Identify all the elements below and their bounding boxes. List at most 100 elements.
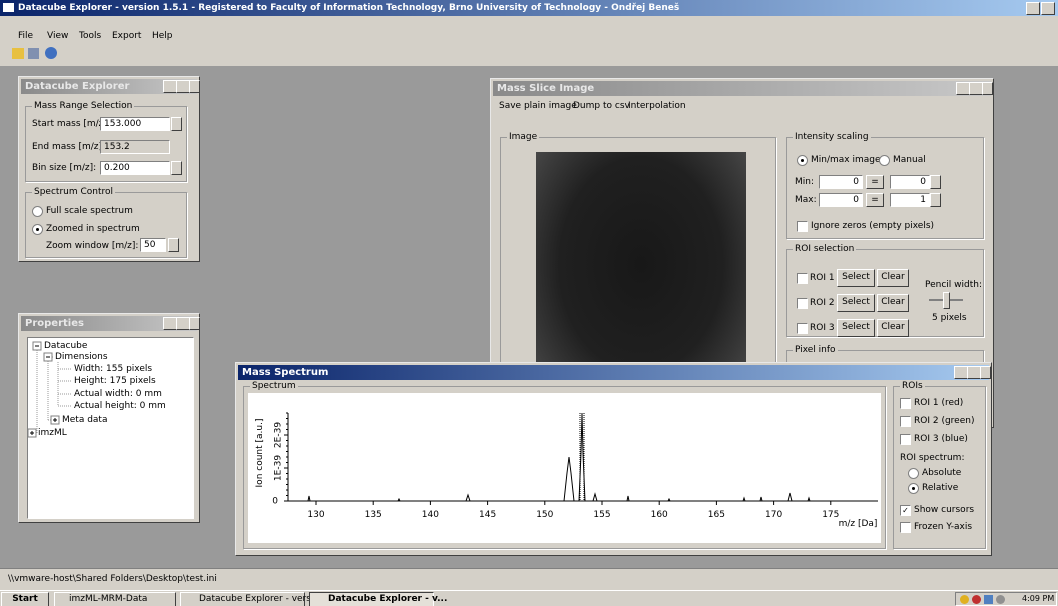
menu-item[interactable]: Save plain image [499,101,577,111]
select-button[interactable]: Select [837,319,875,337]
menu-item[interactable]: Export [112,31,142,41]
spinner[interactable] [171,161,182,175]
spinner[interactable] [930,193,941,207]
spinner[interactable] [930,175,941,189]
maximize-button[interactable] [1041,2,1055,15]
radio[interactable] [32,206,43,217]
radio[interactable] [879,155,890,166]
tree-node[interactable]: Actual width: 0 mm [74,389,162,399]
menu-item[interactable]: Dump to csv [573,101,630,111]
min-field[interactable]: 0 [819,175,863,189]
spinner[interactable] [168,238,179,252]
radio[interactable] [908,483,919,494]
clear-button[interactable]: Clear [877,294,909,312]
clock: 4:09 PM [1022,594,1055,603]
min-manual-input[interactable]: 0 [890,175,930,189]
radio-label[interactable]: Min/max image [811,155,881,165]
task-button[interactable]: imzML-MRM-Data [54,592,176,606]
minimize-button[interactable] [956,82,970,95]
checkbox[interactable] [900,398,911,409]
max-manual-input[interactable]: 1 [890,193,930,207]
radio[interactable] [797,155,808,166]
tray-icon[interactable] [960,595,969,604]
menu-item[interactable]: Tools [79,31,102,41]
checkbox-label[interactable]: Ignore zeros (empty pixels) [811,221,935,231]
tree-node[interactable]: Actual height: 0 mm [74,401,166,411]
close-button[interactable] [980,366,991,379]
maximize-button[interactable] [176,80,190,93]
radio-label[interactable]: Zoomed in spectrum [46,224,140,234]
copy-button[interactable]: = [866,175,884,189]
maximize-button[interactable] [176,317,190,330]
menu-item[interactable]: View [47,31,69,41]
minimize-button[interactable] [954,366,968,379]
menu-item[interactable]: Interpolation [628,101,686,111]
tree-node[interactable]: Height: 175 pixels [74,376,156,386]
roi-label[interactable]: ROI 2 [810,298,835,308]
menu-item[interactable]: Help [152,31,173,41]
save-icon[interactable] [28,48,39,59]
bin-size-input[interactable]: 0.200 [100,161,170,175]
tray-icon[interactable] [996,595,1005,604]
slider-thumb[interactable] [943,292,950,309]
radio-label[interactable]: Full scale spectrum [46,206,133,216]
checkbox[interactable] [900,522,911,533]
maximize-button[interactable] [967,366,981,379]
label: Max: [795,195,817,205]
checkbox-label[interactable]: Frozen Y-axis [914,522,973,532]
roi-label[interactable]: ROI 3 [810,323,835,333]
select-button[interactable]: Select [837,294,875,312]
minimize-button[interactable] [1026,2,1040,15]
close-button[interactable] [982,82,993,95]
radio[interactable] [32,224,43,235]
group-box: Spectrum Control Full scale spectrum Zoo… [25,186,187,258]
minimize-button[interactable] [163,80,177,93]
task-button-active[interactable]: Datacube Explorer - v... [309,592,447,606]
checkbox-label[interactable]: ROI 1 (red) [914,398,964,408]
group-label: ROIs [900,380,925,392]
tray-icon[interactable] [972,595,981,604]
radio-label[interactable]: Absolute [922,468,962,478]
group-label: Spectrum [250,380,298,392]
tree-node[interactable]: imzML [38,428,67,438]
checkbox[interactable] [797,323,808,334]
taskbar: Start imzML-MRM-Data Datacube Explorer -… [0,590,1058,606]
tree-node[interactable]: Dimensions [55,352,108,362]
menu-item[interactable]: File [18,31,34,41]
close-button[interactable] [189,317,200,330]
max-field[interactable]: 0 [819,193,863,207]
radio[interactable] [908,468,919,479]
radio-label[interactable]: Manual [893,155,926,165]
checkbox-label[interactable]: ROI 3 (blue) [914,434,968,444]
spinner[interactable] [171,117,182,131]
zoom-input[interactable]: 50 [140,238,166,252]
web-icon[interactable] [45,47,57,59]
close-button[interactable] [189,80,200,93]
task-button[interactable]: Datacube Explorer - vers... [180,592,320,606]
checkbox-label[interactable]: Show cursors [914,505,975,515]
tray-icon[interactable] [984,595,993,604]
tree-view: Datacube Dimensions Width: 155 pixels He… [27,337,194,519]
tree-node[interactable]: Width: 155 pixels [74,364,153,374]
minimize-button[interactable] [163,317,177,330]
checkbox[interactable] [797,298,808,309]
tree-node[interactable]: Datacube [44,341,88,351]
checkbox-label[interactable]: ROI 2 (green) [914,416,975,426]
start-button[interactable]: Start [1,592,49,606]
open-icon[interactable] [12,48,24,59]
checkbox[interactable] [797,221,808,232]
checkbox[interactable] [797,273,808,284]
app-icon [3,3,14,12]
checkbox[interactable]: ✓ [900,505,911,516]
select-button[interactable]: Select [837,269,875,287]
clear-button[interactable]: Clear [877,269,909,287]
start-mass-input[interactable]: 153.000 [100,117,170,131]
copy-button[interactable]: = [866,193,884,207]
checkbox[interactable] [900,434,911,445]
maximize-button[interactable] [969,82,983,95]
tree-node[interactable]: Meta data [62,415,108,425]
checkbox[interactable] [900,416,911,427]
radio-label[interactable]: Relative [922,483,959,493]
roi-label[interactable]: ROI 1 [810,273,835,283]
clear-button[interactable]: Clear [877,319,909,337]
